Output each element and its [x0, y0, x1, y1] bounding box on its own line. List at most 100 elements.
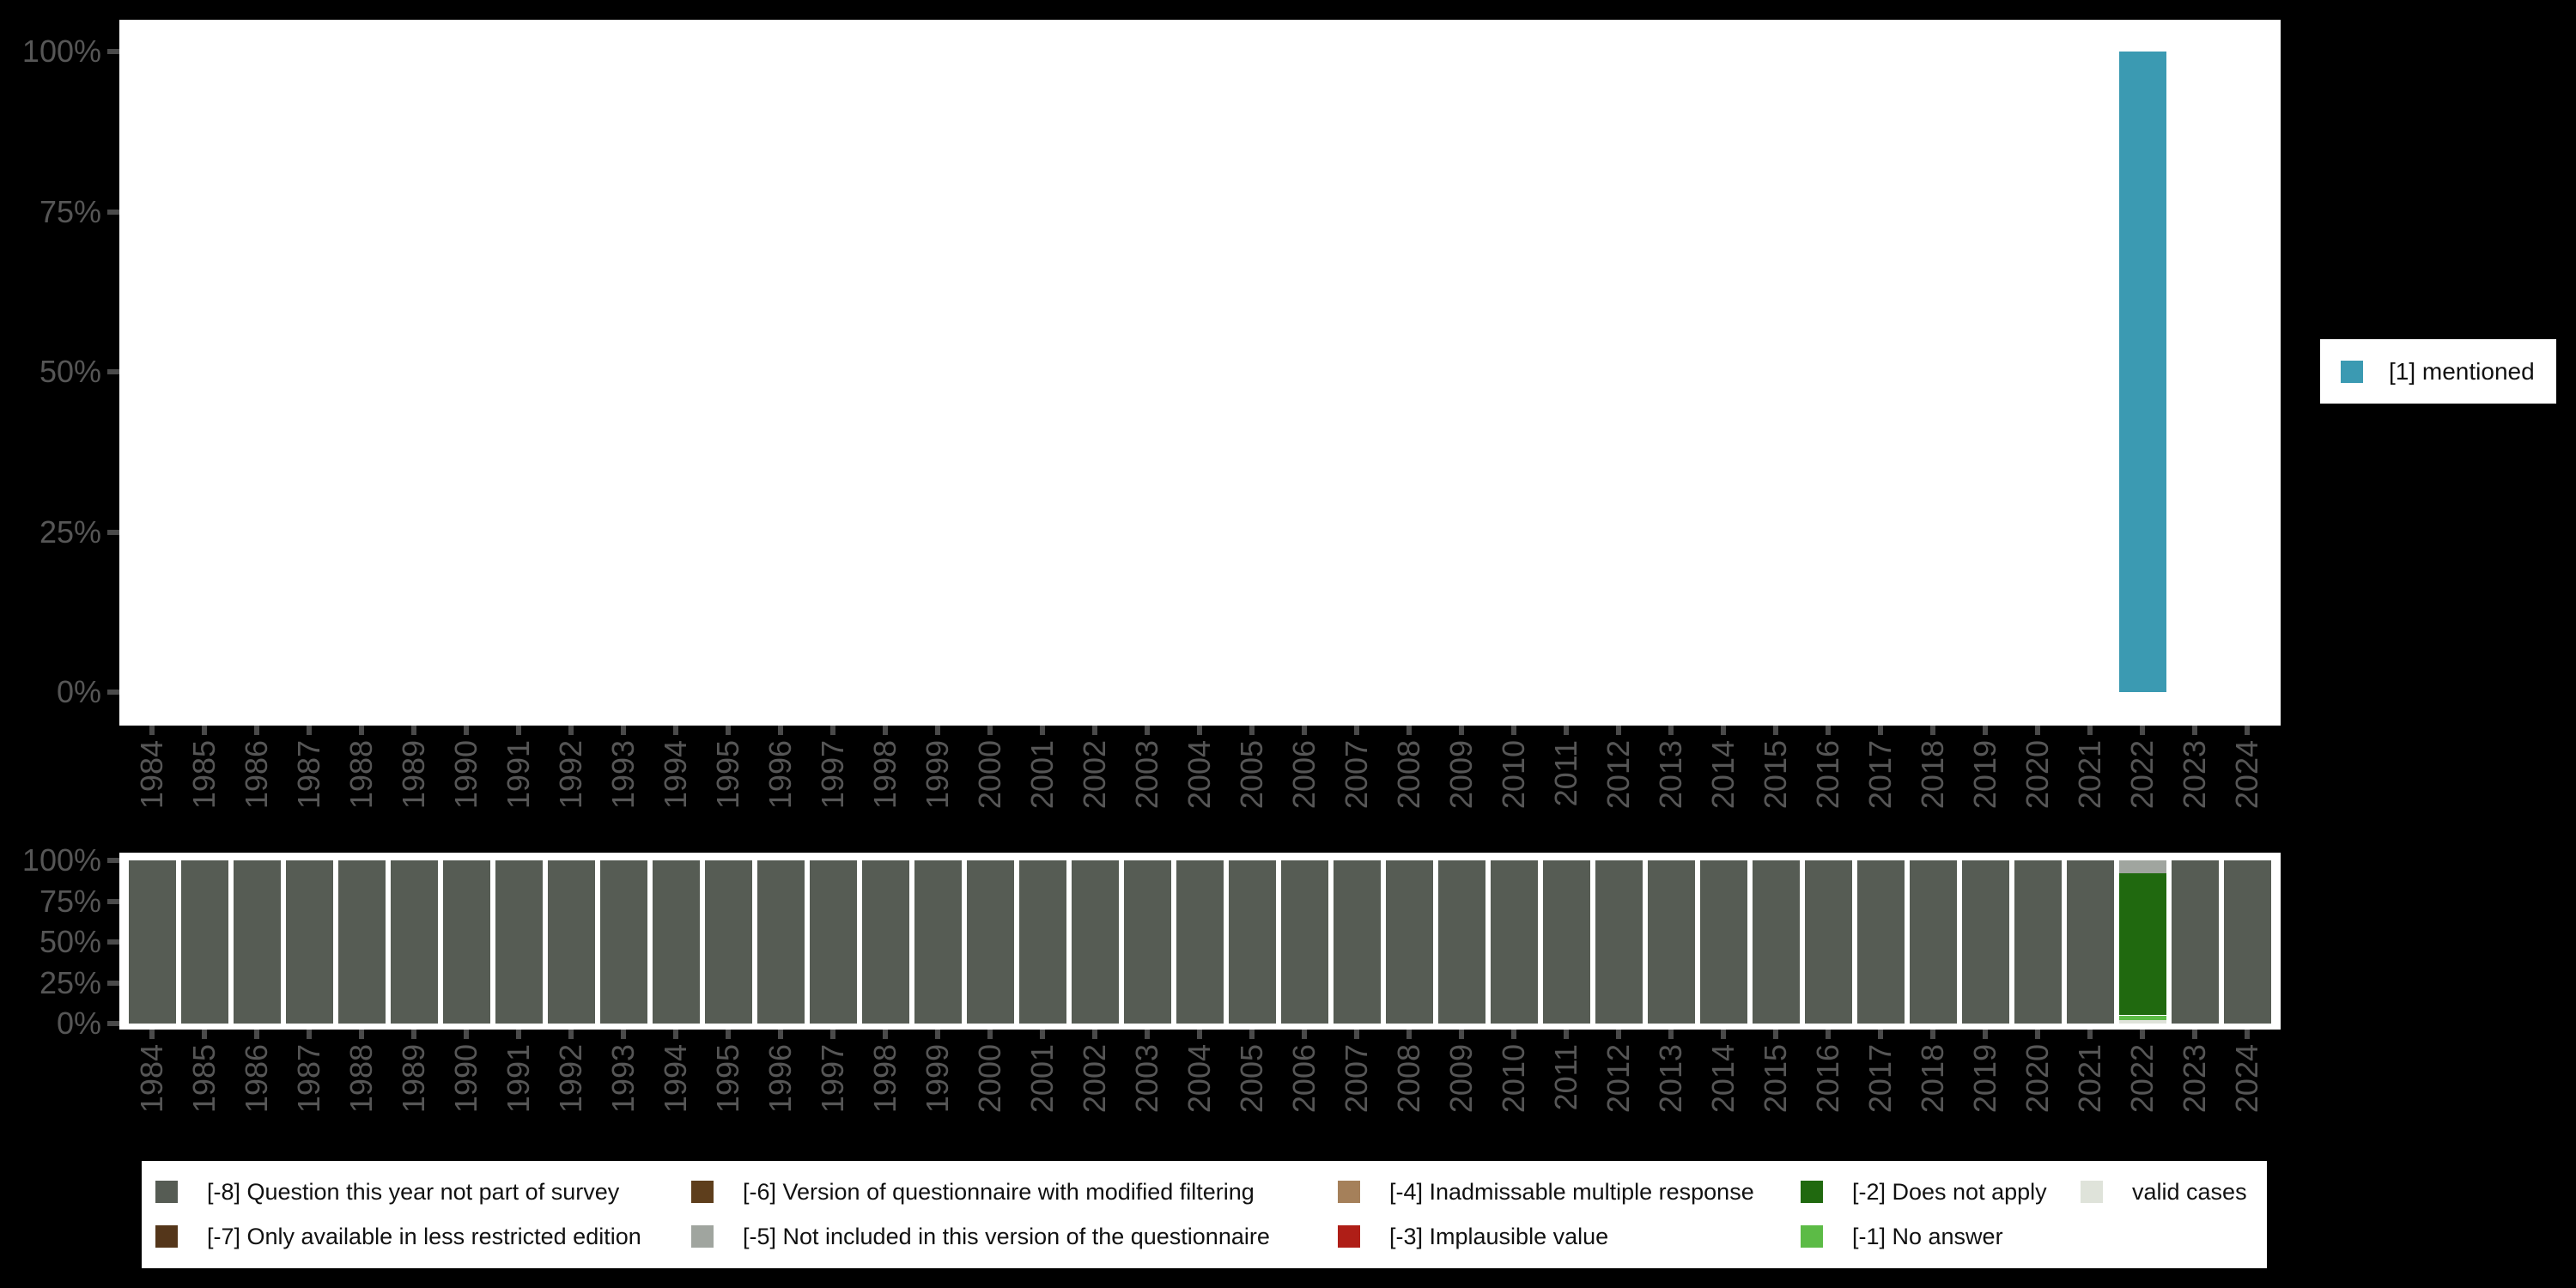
segment-m8-2009 [1437, 860, 1485, 1024]
segment-m8-1989 [390, 860, 438, 1024]
segment-m2-2022 [2118, 873, 2166, 1016]
x-tick-label-1994: 1994 [658, 740, 693, 810]
x-tick-mark [1459, 726, 1464, 735]
x-tick-mark [1930, 726, 1935, 735]
x-tick-label-2001: 2001 [1024, 1044, 1060, 1114]
legend-label-valid: valid cases [2132, 1178, 2247, 1205]
x-tick-label-2021: 2021 [2072, 1044, 2107, 1114]
x-tick-mark [1878, 726, 1883, 735]
segment-m8-2017 [1856, 860, 1905, 1024]
x-tick-label-2015: 2015 [1758, 740, 1793, 810]
x-tick-label-2024: 2024 [2229, 1044, 2264, 1114]
x-tick-label-2015: 2015 [1758, 1044, 1793, 1114]
stacked-bar-2008 [1385, 860, 1433, 1024]
segment-m8-1993 [599, 860, 647, 1024]
stacked-bar-2022 [2118, 860, 2166, 1024]
stacked-bar-2005 [1228, 860, 1276, 1024]
x-tick-label-1997: 1997 [815, 1044, 850, 1114]
x-tick-mark [2192, 726, 2197, 735]
m2-swatch-icon [1801, 1181, 1823, 1203]
x-tick-mark [202, 726, 207, 735]
x-tick-label-2007: 2007 [1339, 740, 1374, 810]
x-tick-mark [1197, 726, 1202, 735]
segment-m8-2018 [1909, 860, 1957, 1024]
x-tick-label-1990: 1990 [448, 740, 483, 810]
x-tick-mark [2140, 1030, 2145, 1039]
x-tick-label-2002: 2002 [1077, 1044, 1112, 1114]
stacked-bar-2010 [1490, 860, 1538, 1024]
y-tick-mark-bottom [107, 1021, 119, 1026]
segment-m8-2007 [1333, 860, 1381, 1024]
x-tick-mark [1668, 1030, 1674, 1039]
top-chart-panel [119, 20, 2281, 726]
x-tick-mark [1354, 726, 1359, 735]
x-tick-label-2004: 2004 [1182, 740, 1217, 810]
segment-m1-2022 [2118, 1015, 2166, 1021]
m1-swatch-icon [1801, 1225, 1823, 1248]
x-tick-mark [1564, 726, 1569, 735]
segment-m8-2006 [1280, 860, 1328, 1024]
x-tick-label-2011: 2011 [1548, 740, 1583, 807]
x-tick-mark [1983, 1030, 1988, 1039]
segment-m8-2014 [1699, 860, 1747, 1024]
x-tick-label-1988: 1988 [343, 740, 379, 810]
segment-m8-2012 [1595, 860, 1643, 1024]
y-tick-label-bottom: 50% [39, 924, 101, 959]
x-tick-label-2014: 2014 [1705, 1044, 1741, 1114]
m5-swatch-icon [691, 1225, 714, 1248]
x-tick-mark [149, 726, 155, 735]
m7-swatch-icon [155, 1225, 178, 1248]
x-tick-mark [2035, 726, 2040, 735]
segment-m8-2008 [1385, 860, 1433, 1024]
x-tick-mark [254, 1030, 259, 1039]
segment-m8-2013 [1647, 860, 1695, 1024]
segment-m8-1988 [337, 860, 386, 1024]
x-tick-mark [935, 1030, 940, 1039]
y-tick-label-top: 0% [56, 674, 101, 709]
x-tick-label-2010: 2010 [1496, 740, 1531, 810]
segment-m8-2016 [1804, 860, 1852, 1024]
x-tick-mark [516, 726, 521, 735]
legend-item-m4: [-4] Inadmissable multiple response [1338, 1173, 1754, 1211]
segment-valid-2022 [2118, 1020, 2166, 1024]
x-tick-mark [987, 726, 993, 735]
x-tick-mark [1564, 1030, 1569, 1039]
y-tick-mark-top [107, 49, 119, 54]
x-tick-label-1989: 1989 [396, 1044, 431, 1114]
legend-item-m5: [-5] Not included in this version of the… [691, 1218, 1270, 1255]
x-tick-label-2022: 2022 [2124, 740, 2160, 810]
x-tick-label-1993: 1993 [605, 740, 641, 810]
y-tick-mark-top [107, 529, 119, 535]
x-tick-label-2010: 2010 [1496, 1044, 1531, 1114]
x-tick-label-2000: 2000 [972, 740, 1007, 810]
x-tick-mark [621, 726, 626, 735]
x-tick-label-1995: 1995 [710, 1044, 745, 1114]
legend-label-m2: [-2] Does not apply [1852, 1178, 2047, 1205]
legend-label-m6: [-6] Version of questionnaire with modif… [743, 1178, 1255, 1205]
segment-m8-1999 [914, 860, 962, 1024]
x-tick-label-2005: 2005 [1234, 1044, 1269, 1114]
legend-label-m8: [-8] Question this year not part of surv… [207, 1178, 620, 1205]
stacked-bar-1986 [233, 860, 281, 1024]
x-tick-label-1991: 1991 [501, 1044, 536, 1114]
segment-m5-2022 [2118, 860, 2166, 874]
x-tick-label-1998: 1998 [867, 1044, 902, 1114]
mentioned-swatch-icon [2341, 360, 2363, 383]
bar-mentioned-2022 [2118, 52, 2166, 692]
x-tick-mark [411, 1030, 416, 1039]
legend-label-m5: [-5] Not included in this version of the… [743, 1223, 1270, 1249]
x-tick-mark [464, 1030, 469, 1039]
x-tick-mark [830, 1030, 835, 1039]
x-tick-mark [1668, 726, 1674, 735]
segment-m8-1996 [756, 860, 805, 1024]
x-tick-label-1996: 1996 [762, 740, 798, 810]
x-tick-label-1992: 1992 [553, 740, 588, 810]
x-tick-label-2004: 2004 [1182, 1044, 1217, 1114]
y-tick-label-top: 75% [39, 193, 101, 229]
x-tick-label-2009: 2009 [1443, 740, 1479, 810]
x-tick-label-2017: 2017 [1862, 740, 1898, 810]
stacked-bar-2011 [1542, 860, 1590, 1024]
x-tick-mark [2245, 726, 2250, 735]
x-tick-label-2012: 2012 [1601, 1044, 1636, 1114]
